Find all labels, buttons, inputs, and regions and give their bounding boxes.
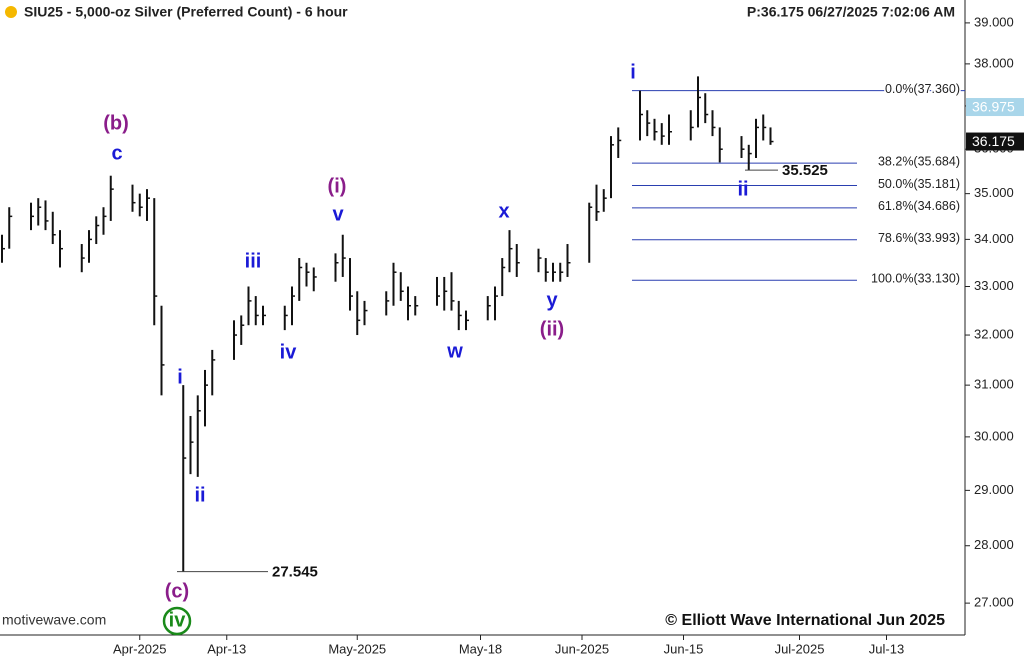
wave-label: (b) <box>103 112 129 134</box>
copyright: © Elliott Wave International Jun 2025 <box>665 612 945 629</box>
y-tick-label: 35.000 <box>974 185 1014 200</box>
wave-label: (ii) <box>540 318 564 340</box>
wave-label: w <box>446 340 463 362</box>
price-info: P:36.175 06/27/2025 7:02:06 AM <box>747 4 955 20</box>
annotation-label: 27.545 <box>272 564 318 581</box>
y-tick-label: 39.000 <box>974 14 1014 29</box>
y-tick-label: 33.000 <box>974 278 1014 293</box>
wave-label: iii <box>245 250 262 272</box>
x-tick-label: May-2025 <box>328 641 386 656</box>
annotation-label: 35.525 <box>782 162 828 179</box>
wave-label: c <box>111 142 122 164</box>
price-tag-label: 36.175 <box>972 133 1015 149</box>
x-tick-label: Jun-15 <box>664 641 704 656</box>
y-tick-label: 38.000 <box>974 55 1014 70</box>
symbol-dot <box>5 6 17 18</box>
watermark: motivewave.com <box>2 612 106 628</box>
fib-label: 78.6%(33.993) <box>878 231 960 245</box>
price-tag <box>966 98 1024 117</box>
x-tick-label: Apr-2025 <box>113 641 166 656</box>
x-tick-label: Jun-2025 <box>555 641 609 656</box>
x-tick-label: Jul-13 <box>869 641 904 656</box>
x-tick-label: Jul-2025 <box>775 641 825 656</box>
y-tick-label: 28.000 <box>974 537 1014 552</box>
wave-label: (c) <box>165 580 189 602</box>
y-tick-label: 34.000 <box>974 231 1014 246</box>
y-tick-label: 29.000 <box>974 482 1014 497</box>
fib-label: 100.0%(33.130) <box>871 272 960 286</box>
y-tick-label: 27.000 <box>974 595 1014 610</box>
fib-label: 38.2%(35.684) <box>878 154 960 168</box>
wave-label: x <box>498 200 509 222</box>
wave-circle <box>162 606 192 636</box>
x-tick-label: Apr-13 <box>207 641 246 656</box>
y-tick-label: 31.000 <box>974 377 1014 392</box>
wave-label: iv <box>280 341 298 363</box>
wave-label: ii <box>737 178 748 200</box>
wave-label: (i) <box>328 175 347 197</box>
wave-label: y <box>546 289 558 311</box>
fib-label: 61.8%(34.686) <box>878 199 960 213</box>
y-tick-label: 30.000 <box>974 428 1014 443</box>
y-tick-label: 32.000 <box>974 326 1014 341</box>
wave-label: iv <box>169 609 187 631</box>
fib-label: 0.0%(37.360) <box>885 82 960 96</box>
wave-label: v <box>332 203 344 225</box>
chart-title: SIU25 - 5,000-oz Silver (Preferred Count… <box>24 4 348 20</box>
wave-label: ii <box>194 484 205 506</box>
fib-label: 50.0%(35.181) <box>878 177 960 191</box>
wave-label: i <box>630 61 636 83</box>
price-tag <box>966 132 1024 151</box>
wave-label: i <box>177 366 183 388</box>
x-tick-label: May-18 <box>459 641 502 656</box>
price-tag-label: 36.975 <box>972 99 1015 115</box>
